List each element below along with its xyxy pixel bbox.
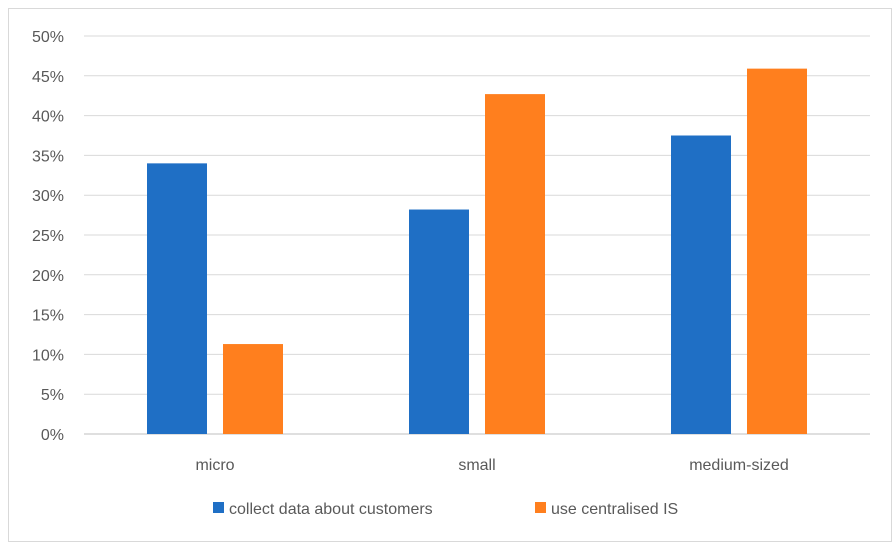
legend-label: use centralised IS — [551, 501, 678, 518]
y-tick-label: 0% — [41, 427, 64, 444]
legend-label: collect data about customers — [229, 501, 433, 518]
bar-medium-sized-series-2 — [747, 68, 807, 435]
y-tick-label: 45% — [32, 69, 64, 86]
y-tick-label: 25% — [32, 228, 64, 245]
bars — [147, 68, 807, 435]
y-tick-label: 30% — [32, 188, 64, 205]
bar-medium-sized-series-1 — [671, 135, 731, 434]
legend-swatch — [213, 502, 224, 513]
y-tick-label: 40% — [32, 109, 64, 126]
bar-micro-series-1 — [147, 163, 207, 435]
bar-small-series-2 — [485, 94, 545, 434]
y-tick-label: 5% — [41, 387, 64, 404]
y-tick-label: 10% — [32, 347, 64, 364]
legend: collect data about customers use centrali… — [213, 501, 678, 518]
x-category-label: small — [458, 457, 495, 474]
y-tick-label: 35% — [32, 148, 64, 165]
y-tick-label: 15% — [32, 308, 64, 325]
bar-micro-series-2 — [223, 344, 283, 434]
x-category-label: micro — [195, 457, 234, 474]
y-tick-label: 20% — [32, 268, 64, 285]
bar-small-series-1 — [409, 209, 469, 434]
x-category-label: medium-sized — [689, 457, 789, 474]
legend-swatch — [535, 502, 546, 513]
y-axis-tick-labels: 0% 5% 10% 15% 20% 25% 30% 35% 40% 45% 50% — [32, 29, 64, 444]
y-tick-label: 50% — [32, 29, 64, 46]
x-axis-category-labels: micro small medium-sized — [195, 457, 788, 474]
gridlines — [84, 35, 870, 435]
